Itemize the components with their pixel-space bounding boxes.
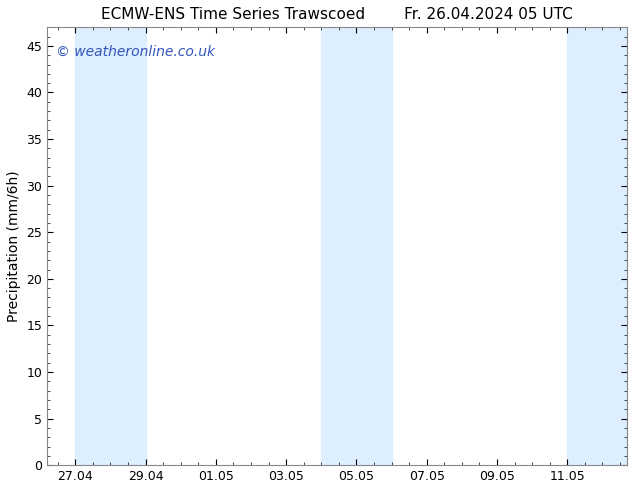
Text: © weatheronline.co.uk: © weatheronline.co.uk: [56, 45, 215, 59]
Title: ECMW-ENS Time Series Trawscoed        Fr. 26.04.2024 05 UTC: ECMW-ENS Time Series Trawscoed Fr. 26.04…: [101, 7, 573, 22]
Bar: [321, 27, 392, 465]
Bar: [567, 27, 634, 465]
Y-axis label: Precipitation (mm/6h): Precipitation (mm/6h): [7, 171, 21, 322]
Bar: [75, 27, 146, 465]
